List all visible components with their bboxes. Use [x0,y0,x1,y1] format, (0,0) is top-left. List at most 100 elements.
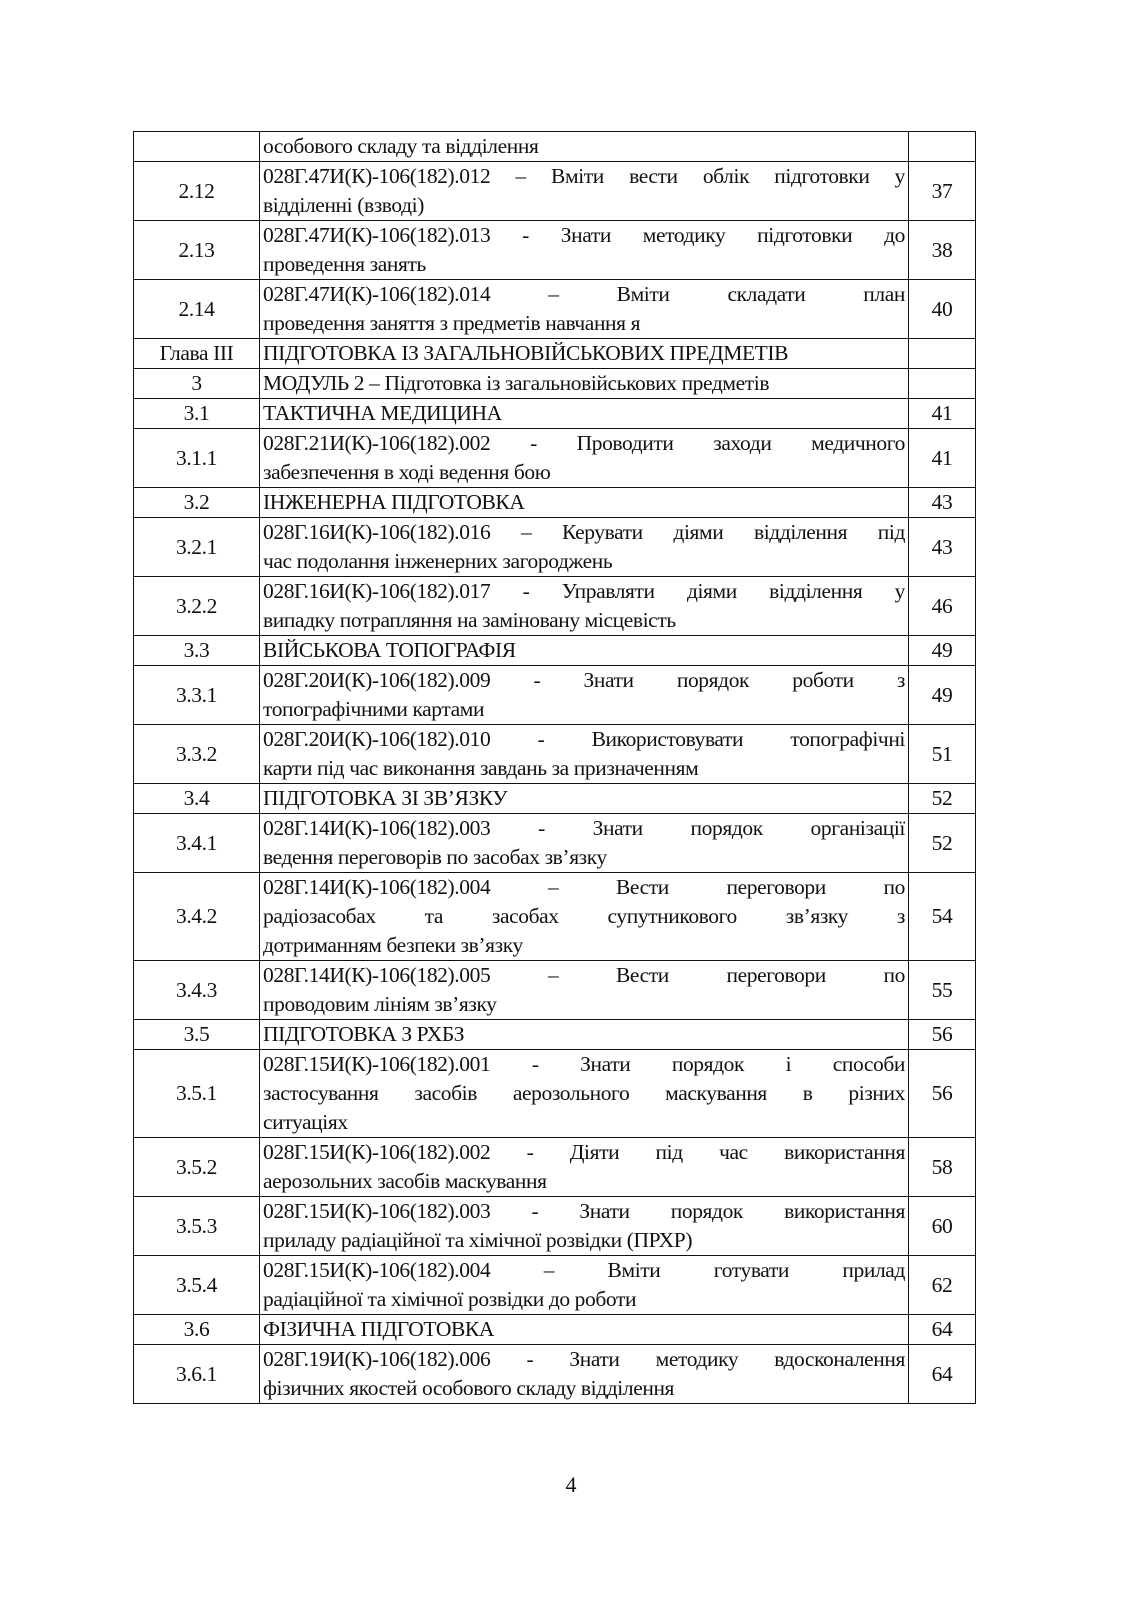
title-line: МОДУЛЬ 2 – Підготовка із загальновійсько… [263,371,770,395]
title-line: 028Г.20И(К)-106(182).010 - Використовува… [263,727,905,751]
title-line: забезпечення в ході ведення бою [263,460,551,484]
title-line: 028Г.14И(К)-106(182).005 – Вести перегов… [263,963,905,987]
title-line: 028Г.47И(К)-106(182).014 – Вміти складат… [263,282,905,306]
page-ref: 49 [908,665,976,725]
section-title: 028Г.15И(К)-106(182).003 - Знати порядок… [259,1196,909,1256]
page-ref: 55 [908,960,976,1020]
title-line: 028Г.19И(К)-106(182).006 - Знати методик… [263,1347,905,1371]
section-title: 028Г.16И(К)-106(182).016 – Керувати діям… [259,517,909,577]
section-title: ФІЗИЧНА ПІДГОТОВКА [259,1314,909,1345]
title-line: проведення занять [263,252,426,276]
section-number: 3.3.2 [133,724,260,784]
section-number: 3.1.1 [133,428,260,488]
page-ref [908,368,976,399]
title-line: 028Г.21И(К)-106(182).002 - Проводити зах… [263,431,905,455]
page-ref: 64 [908,1344,976,1404]
section-title: особового складу та відділення [259,131,909,162]
table-row: 2.13 028Г.47И(К)-106(182).013 - Знати мет… [133,220,976,280]
table-row: 3.2.1 028Г.16И(К)-106(182).016 – Керувати… [133,517,976,577]
page-ref: 54 [908,872,976,961]
section-title: 028Г.15И(К)-106(182).004 – Вміти готуват… [259,1255,909,1315]
section-number: 3.4.3 [133,960,260,1020]
section-number: 2.12 [133,161,260,221]
page-ref: 56 [908,1019,976,1050]
title-line: 028Г.47И(К)-106(182).013 - Знати методик… [263,223,905,247]
section-number: 2.14 [133,279,260,339]
title-line: 028Г.14И(К)-106(182).004 – Вести перегов… [263,875,905,899]
page-number: 4 [565,1472,577,1497]
title-line: ПІДГОТОВКА ЗІ ЗВ’ЯЗКУ [263,786,508,810]
section-number: 3.4.2 [133,872,260,961]
table-row: 3.6.1 028Г.19И(К)-106(182).006 - Знати ме… [133,1344,976,1404]
title-line: ІНЖЕНЕРНА ПІДГОТОВКА [263,490,525,514]
section-title: 028Г.16И(К)-106(182).017 - Управляти дія… [259,576,909,636]
section-title: 028Г.47И(К)-106(182).014 – Вміти складат… [259,279,909,339]
table-row: 3.5 ПІДГОТОВКА З РХБЗ 56 [133,1019,976,1050]
section-number: 3.2 [133,487,260,518]
table-row: 2.12 028Г.47И(К)-106(182).012 – Вміти вес… [133,161,976,221]
section-number: 3 [133,368,260,399]
title-line: відділенні (взводі) [263,193,425,217]
section-number: Глава III [133,338,260,369]
page-ref: 46 [908,576,976,636]
title-line: приладу радіаційної та хімічної розвідки… [263,1228,693,1252]
section-title: 028Г.19И(К)-106(182).006 - Знати методик… [259,1344,909,1404]
section-title: 028Г.14И(К)-106(182).003 - Знати порядок… [259,813,909,873]
section-title: 028Г.20И(К)-106(182).010 - Використовува… [259,724,909,784]
table-row: 3.4.2 028Г.14И(К)-106(182).004 – Вести пе… [133,872,976,961]
page-ref: 37 [908,161,976,221]
section-number: 3.4.1 [133,813,260,873]
section-title: 028Г.47И(К)-106(182).012 – Вміти вести о… [259,161,909,221]
page-ref: 52 [908,783,976,814]
table-row: 3.4 ПІДГОТОВКА ЗІ ЗВ’ЯЗКУ 52 [133,783,976,814]
table-row: 3.3 ВІЙСЬКОВА ТОПОГРАФІЯ 49 [133,635,976,666]
title-line: проведення заняття з предметів навчання … [263,311,641,335]
title-line: особового складу та відділення [263,134,539,158]
table-row: особового складу та відділення [133,131,976,162]
table-row: Глава III ПІДГОТОВКА ІЗ ЗАГАЛЬНОВІЙСЬКОВИ… [133,338,976,369]
title-line: ведення переговорів по засобах зв’язку [263,845,607,869]
table-of-contents: особового складу та відділення 2.12 028Г.4… [133,131,976,1404]
table-row: 3.2.2 028Г.16И(К)-106(182).017 - Управлят… [133,576,976,636]
page-ref: 56 [908,1049,976,1138]
section-title: 028Г.15И(К)-106(182).002 - Діяти під час… [259,1137,909,1197]
section-title: МОДУЛЬ 2 – Підготовка із загальновійсько… [259,368,909,399]
table-row: 3 МОДУЛЬ 2 – Підготовка із загальновійськ… [133,368,976,399]
title-line: випадку потрапляння на заміновану місцев… [263,608,676,632]
table-row: 3.5.1 028Г.15И(К)-106(182).001 - Знати по… [133,1049,976,1138]
section-number: 3.5.3 [133,1196,260,1256]
table-row: 3.5.2 028Г.15И(К)-106(182).002 - Діяти пі… [133,1137,976,1197]
page-ref: 60 [908,1196,976,1256]
title-line: 028Г.47И(К)-106(182).012 – Вміти вести о… [263,164,905,188]
section-title: ВІЙСЬКОВА ТОПОГРАФІЯ [259,635,909,666]
title-line: 028Г.15И(К)-106(182).001 - Знати порядок… [263,1052,905,1076]
title-line: радіаційної та хімічної розвідки до робо… [263,1287,637,1311]
page-ref [908,338,976,369]
page-ref: 43 [908,517,976,577]
title-line: застосування засобів аерозольного маскув… [263,1081,905,1105]
section-number: 3.5 [133,1019,260,1050]
table-row: 3.4.3 028Г.14И(К)-106(182).005 – Вести пе… [133,960,976,1020]
section-number: 3.2.1 [133,517,260,577]
section-number: 3.1 [133,398,260,429]
page-ref: 62 [908,1255,976,1315]
title-line: аерозольних засобів маскування [263,1169,547,1193]
section-title: ПІДГОТОВКА З РХБЗ [259,1019,909,1050]
section-number: 3.3.1 [133,665,260,725]
page-ref: 43 [908,487,976,518]
table-row: 2.14 028Г.47И(К)-106(182).014 – Вміти скл… [133,279,976,339]
title-line: фізичних якостей особового складу відділ… [263,1376,675,1400]
title-line: ФІЗИЧНА ПІДГОТОВКА [263,1317,495,1341]
section-title: 028Г.47И(К)-106(182).013 - Знати методик… [259,220,909,280]
section-number: 3.3 [133,635,260,666]
title-line: 028Г.16И(К)-106(182).017 - Управляти дія… [263,579,905,603]
page-ref: 51 [908,724,976,784]
section-number: 3.2.2 [133,576,260,636]
section-number: 2.13 [133,220,260,280]
page-ref: 41 [908,398,976,429]
page-ref: 38 [908,220,976,280]
section-title: 028Г.14И(К)-106(182).004 – Вести перегов… [259,872,909,961]
title-line: 028Г.16И(К)-106(182).016 – Керувати діям… [263,520,905,544]
toc-body: особового складу та відділення 2.12 028Г.4… [133,131,976,1404]
title-line: ситуаціях [263,1110,348,1134]
